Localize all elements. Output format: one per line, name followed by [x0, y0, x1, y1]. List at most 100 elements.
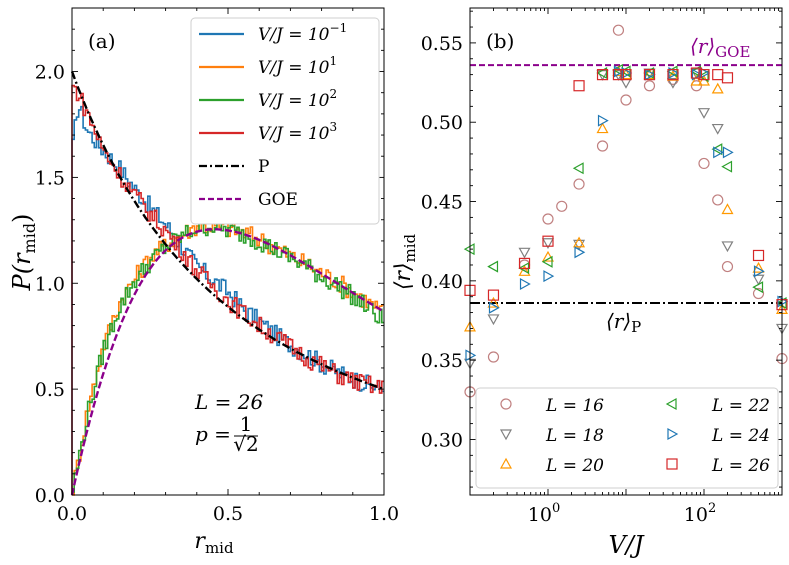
point-4-14	[753, 265, 765, 278]
point-3-4	[572, 162, 584, 175]
point-0-5	[573, 178, 585, 190]
panel-b-ylabel-sub: mid	[401, 233, 419, 262]
point-5-13	[721, 72, 734, 84]
point-2-2	[518, 265, 531, 276]
legend-label-1: V/J = 101	[258, 54, 337, 78]
legend-marker-0	[500, 398, 512, 410]
panel-b-goe-sub: GOE	[715, 43, 750, 61]
legend-label-0: L = 16	[545, 396, 604, 416]
y-tick-label: 0.30	[421, 429, 463, 451]
series-line-5	[70, 228, 385, 496]
x-tick-label: 100	[528, 501, 560, 526]
legend-label-2: L = 20	[545, 456, 604, 476]
panel-b-series	[463, 24, 789, 398]
point-5-10	[690, 67, 703, 79]
point-5-7	[620, 69, 632, 81]
panel-a-ylabel: P(rmid)	[8, 214, 39, 292]
legend-label-sup: 3	[330, 120, 338, 134]
point-3-5	[596, 67, 608, 80]
point-0-6	[596, 140, 609, 152]
point-4-10	[691, 68, 703, 81]
legend-label-text: P	[258, 157, 269, 177]
legend-marker-4	[667, 427, 679, 441]
point-3-14	[752, 281, 764, 294]
point-5-1	[487, 289, 500, 301]
legend-label-3: V/J = 103	[258, 120, 337, 144]
point-4-11	[699, 67, 711, 80]
point-3-12	[711, 143, 723, 156]
legend-label-0: V/J = 10−1	[258, 21, 347, 45]
point-1-13	[721, 241, 734, 253]
panel-b-p-main: ⟨r⟩	[606, 309, 631, 333]
legend-label-text: GOE	[258, 190, 298, 210]
point-2-4	[573, 236, 586, 248]
point-0-11	[690, 80, 703, 92]
point-1-11	[697, 108, 711, 119]
x-tick-label: 1.0	[369, 503, 399, 525]
point-1-4	[573, 239, 586, 251]
x-tick-label: 102	[684, 501, 716, 526]
point-4-9	[668, 67, 680, 80]
point-5-11	[698, 69, 710, 81]
legend-label-text: V/J = 10	[258, 58, 330, 78]
point-0-3	[542, 213, 554, 225]
point-2-10	[690, 74, 703, 86]
point-5-4	[573, 80, 585, 92]
panel-b-p-label: ⟨r⟩P	[606, 309, 641, 336]
point-4-6	[613, 65, 625, 78]
panel-b-legend-box	[475, 387, 779, 489]
point-5-3	[542, 235, 554, 247]
point-0-7	[612, 24, 625, 36]
panel-b-reference-lines	[470, 64, 782, 305]
legend-label-2: V/J = 102	[258, 87, 337, 111]
point-0-13	[712, 194, 724, 206]
point-3-9	[666, 65, 678, 78]
x-tick-label: 0.0	[57, 503, 87, 525]
point-1-1	[487, 314, 500, 326]
legend-marker-5	[666, 458, 678, 470]
point-1-9	[666, 77, 679, 89]
point-5-9	[667, 69, 679, 81]
series-line-1	[72, 220, 384, 496]
y-tick-label: 0.55	[421, 33, 463, 55]
panel-a-label: (a)	[88, 29, 116, 53]
y-tick-label: 0.50	[421, 112, 463, 134]
panel-a-xlabel: rmid	[194, 529, 234, 557]
point-0-15	[752, 287, 765, 300]
panel-a-ylabel-sub: mid	[20, 223, 39, 254]
y-tick-label: 0.45	[421, 192, 463, 214]
panel-a-xlabel-sub: mid	[205, 539, 234, 557]
point-4-12	[713, 146, 724, 159]
point-0-14	[721, 260, 734, 273]
legend-label-5: GOE	[258, 190, 298, 210]
panel-a-annotation-frac-num: 1	[240, 412, 253, 436]
legend-label-sup: 1	[330, 54, 338, 68]
legend-label-3: L = 22	[711, 396, 770, 416]
x-tick-base: 10	[684, 504, 708, 526]
point-2-5	[596, 122, 609, 134]
point-0-9	[643, 80, 656, 92]
point-1-12	[711, 123, 724, 135]
x-tick-exp: 0	[552, 501, 560, 516]
panel-a-annotation-L: L = 26	[194, 390, 263, 414]
point-4-8	[644, 68, 656, 81]
point-5-8	[643, 69, 656, 81]
x-tick-base: 10	[528, 504, 552, 526]
point-0-12	[698, 157, 710, 170]
point-2-13	[721, 203, 734, 215]
panel-b-goe-label: ⟨r⟩GOE	[690, 34, 750, 61]
point-5-14	[752, 249, 765, 262]
point-1-3	[541, 238, 555, 250]
legend-label-4: L = 24	[711, 426, 770, 446]
point-2-12	[711, 82, 724, 94]
point-3-3	[541, 255, 553, 268]
legend-label-sup: −1	[330, 21, 348, 35]
point-5-6	[612, 69, 625, 81]
point-4-1	[488, 301, 500, 314]
point-5-5	[596, 69, 609, 81]
panel-a-series	[70, 71, 385, 496]
panel-b-legend: L = 16 L = 18 L = 20 L = 22 L = 24 L = 26	[475, 387, 779, 489]
point-0-4	[556, 200, 568, 212]
